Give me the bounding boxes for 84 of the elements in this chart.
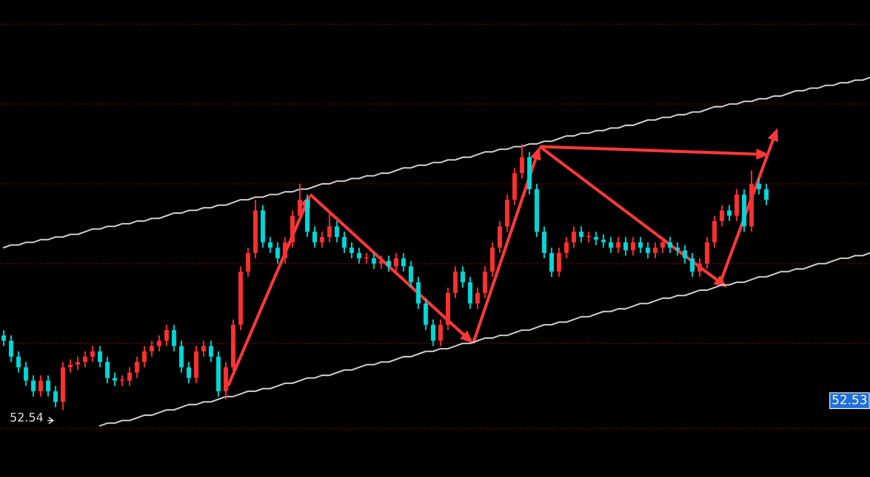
candlestick bbox=[142, 345, 147, 368]
candlestick bbox=[379, 254, 384, 270]
candlestick bbox=[186, 361, 192, 384]
candlestick bbox=[460, 266, 465, 288]
candlestick bbox=[164, 324, 169, 347]
candlestick bbox=[372, 252, 376, 270]
candlestick bbox=[475, 286, 480, 310]
candlestick bbox=[498, 220, 502, 254]
candlestick bbox=[334, 220, 340, 244]
candlestick bbox=[682, 244, 688, 264]
candlestick bbox=[623, 236, 628, 256]
annotation: 52.53 bbox=[832, 394, 866, 404]
candlestick bbox=[16, 350, 21, 374]
candlestick bbox=[275, 242, 280, 264]
candlestick bbox=[394, 252, 398, 272]
candlestick bbox=[112, 372, 117, 387]
candlestick bbox=[704, 236, 710, 270]
candlestick bbox=[438, 318, 443, 347]
candlestick bbox=[349, 242, 354, 259]
candlestick bbox=[601, 234, 606, 248]
candlestick bbox=[1, 329, 6, 347]
candlestick bbox=[542, 226, 546, 259]
candlestick bbox=[675, 242, 680, 256]
candlestick bbox=[127, 366, 132, 387]
candlestick bbox=[579, 226, 584, 244]
candlestick bbox=[416, 276, 421, 310]
candlestick bbox=[734, 188, 739, 222]
candlestick bbox=[564, 236, 569, 259]
candlestick bbox=[120, 374, 124, 387]
candlestick bbox=[76, 356, 80, 371]
candlestick bbox=[364, 252, 369, 264]
candlestick bbox=[520, 143, 524, 180]
candlestick bbox=[408, 260, 414, 288]
candlestick bbox=[727, 204, 732, 222]
candlestick bbox=[490, 242, 495, 278]
candlestick bbox=[720, 204, 724, 228]
candlestick bbox=[8, 334, 14, 363]
candlestick bbox=[386, 254, 391, 272]
candlestick bbox=[24, 361, 28, 387]
candlestick bbox=[201, 340, 206, 358]
candlestick bbox=[156, 334, 162, 352]
candlestick bbox=[616, 236, 620, 254]
candlestick bbox=[38, 374, 43, 398]
candlestick bbox=[342, 230, 347, 254]
candlestick bbox=[646, 242, 650, 259]
candlestick bbox=[53, 385, 58, 408]
candlestick bbox=[246, 246, 250, 278]
candlestick bbox=[424, 297, 428, 331]
candlestick bbox=[653, 242, 658, 259]
candlestick bbox=[453, 266, 458, 299]
candlestick bbox=[668, 236, 672, 254]
candlestick bbox=[268, 236, 272, 254]
candlestick bbox=[82, 350, 88, 368]
candlestick bbox=[608, 236, 614, 254]
candlestick bbox=[172, 324, 176, 352]
candlestick bbox=[690, 252, 695, 278]
candlestick bbox=[320, 230, 324, 248]
candlestick bbox=[68, 358, 73, 374]
candlestick bbox=[312, 226, 317, 248]
candlestick bbox=[105, 356, 110, 384]
text: 52.54 bbox=[10, 412, 43, 422]
candlestick bbox=[697, 258, 702, 278]
candlestick bbox=[98, 345, 102, 368]
candlestick bbox=[594, 230, 598, 246]
candlestick bbox=[179, 340, 184, 374]
candlestick bbox=[482, 266, 488, 299]
candlestick bbox=[401, 252, 406, 272]
candlestick bbox=[586, 230, 591, 244]
candlestick bbox=[468, 276, 472, 310]
candlestick bbox=[630, 236, 636, 256]
candlestick bbox=[712, 215, 717, 248]
candlestick bbox=[660, 236, 665, 254]
candlestick bbox=[356, 246, 362, 264]
candlestick bbox=[572, 226, 576, 248]
candlestick bbox=[638, 236, 643, 254]
candlestick bbox=[282, 236, 288, 264]
candlestick bbox=[90, 345, 95, 363]
candlestick bbox=[430, 318, 436, 347]
candlestick bbox=[46, 374, 50, 398]
candlestick bbox=[31, 374, 36, 398]
candlestick bbox=[756, 178, 762, 196]
candlestick bbox=[549, 246, 554, 278]
candlestick bbox=[764, 183, 769, 206]
candlestick bbox=[150, 340, 154, 358]
